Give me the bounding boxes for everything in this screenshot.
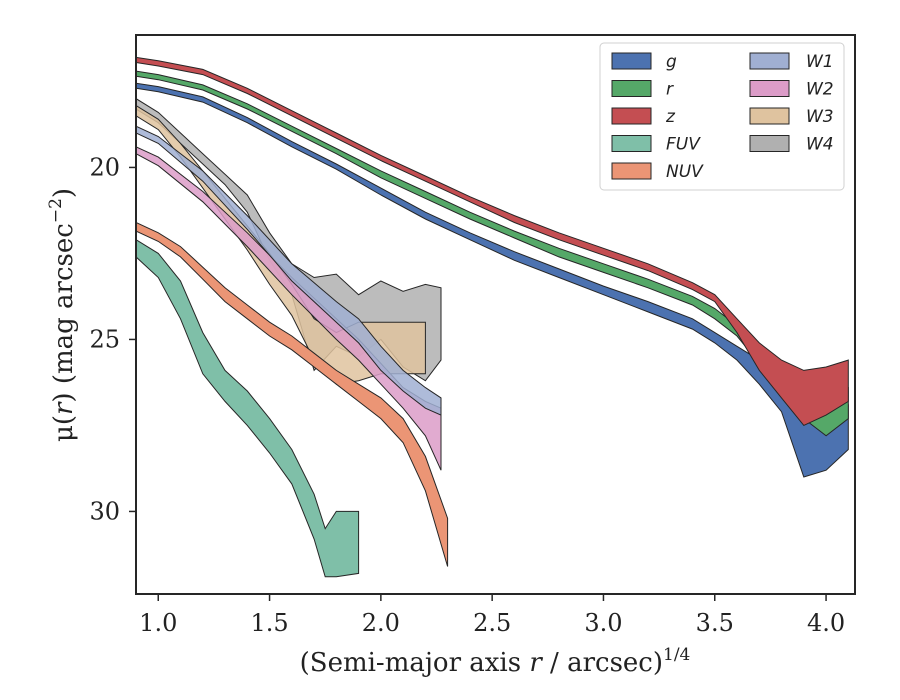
y-axis-label: μ(r) (mag arcsec−2): [46, 188, 79, 442]
x-tick-label: 1.5: [250, 609, 288, 637]
legend-frame: [599, 42, 845, 191]
series-area-nuv: [136, 221, 449, 567]
legend-label-r: r: [666, 80, 674, 100]
legend-swatch-r: [611, 80, 652, 97]
legend-label-w2: W2: [806, 80, 834, 100]
legend-swatch-g: [611, 52, 652, 70]
legend-swatch-z: [611, 107, 652, 125]
legend-swatch-w3: [749, 107, 790, 125]
x-tick-label: 3.5: [696, 609, 734, 637]
x-axis-label-prefix: (Semi-major axis: [300, 648, 530, 678]
profile-areas: [136, 56, 849, 578]
y-axis-label-exponent: −2: [46, 198, 66, 223]
series-area-w4: [136, 98, 442, 382]
y-axis-label-variable: r: [49, 401, 79, 415]
x-tick-label: 2.0: [362, 609, 400, 637]
legend-label-z: z: [665, 107, 676, 127]
series-area-g: [136, 82, 849, 478]
plot-frame: [135, 34, 856, 595]
legend-label-w4: W4: [806, 135, 834, 155]
series-area-fuv: [136, 239, 360, 578]
legend-swatch-w1: [749, 52, 790, 70]
y-axis-label-prefix: μ(: [49, 415, 79, 442]
x-axis-label: (Semi-major axis r / arcsec)1/4: [300, 645, 691, 678]
x-axis-label-exponent: 1/4: [663, 645, 690, 665]
series-area-z: [136, 56, 849, 427]
legend-label-fuv: FUV: [666, 135, 701, 155]
y-axis-label-middle: ) (mag arcsec: [49, 223, 79, 402]
legend-swatch-fuv: [611, 135, 652, 152]
series-area-w1: [136, 125, 442, 416]
y-axis-label-suffix: ): [49, 188, 79, 198]
legend-label-nuv: NUV: [666, 162, 704, 182]
y-tick-label: 30: [89, 497, 120, 525]
x-tick-label: 3.0: [584, 609, 622, 637]
x-axis-label-variable: r: [529, 648, 543, 678]
x-axis-label-suffix: / arcsec): [542, 648, 663, 678]
x-tick-label: 4.0: [807, 609, 845, 637]
x-tick-label: 2.5: [473, 609, 511, 637]
y-tick-label: 20: [89, 153, 120, 181]
legend-label-w1: W1: [806, 52, 834, 72]
legend-swatch-w2: [749, 80, 790, 97]
x-tick-label: 1.0: [139, 609, 177, 637]
legend-label-g: g: [666, 52, 677, 72]
y-tick-label: 25: [89, 325, 120, 353]
legend-label-w3: W3: [806, 107, 834, 127]
x-axis-ticks: 1.0 1.5 2.0 2.5 3.0 3.5 4.0: [139, 594, 845, 637]
legend-swatch-w4: [749, 135, 790, 152]
series-area-r: [136, 70, 849, 437]
legend-swatch-nuv: [611, 162, 652, 180]
legend: grz FUV NUV W1 W2 W3 W4: [599, 42, 845, 191]
y-axis-ticks: 20 25 30: [89, 153, 136, 525]
